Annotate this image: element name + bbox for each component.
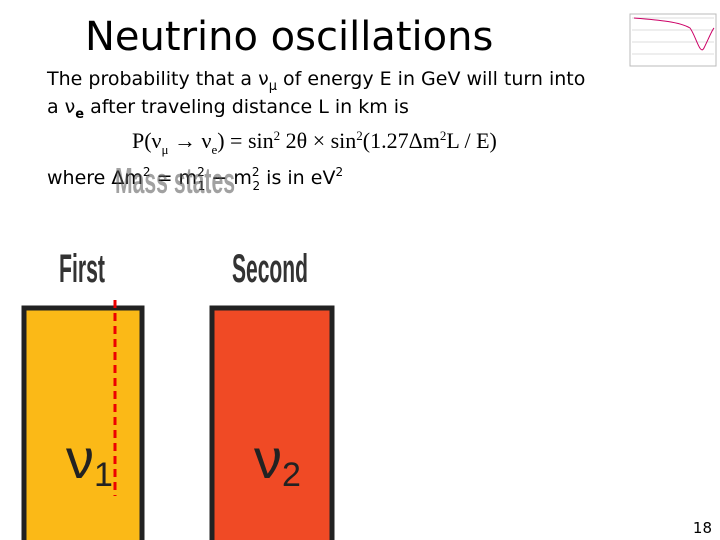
state-box [209, 305, 335, 540]
thumbnail-plot [629, 13, 717, 67]
text-part: 2 [274, 128, 281, 143]
text-part: 2 [335, 165, 343, 179]
text-part: 1 [94, 456, 113, 494]
text-part: (1.27Δm [363, 128, 440, 153]
text-part: μ [162, 142, 169, 157]
text-part: 2 [197, 165, 205, 179]
text-part: The probability that a ν [46, 68, 269, 90]
state-symbol: ν2 [254, 427, 301, 494]
text-part: ν [254, 427, 282, 490]
intro-line: The probability that a νμ of energy E in… [46, 68, 585, 94]
text-part: after traveling distance L in km is [84, 96, 409, 118]
text-part: ν [66, 427, 94, 490]
where-line: where Δm2 = m2 1 − m2 2 is in eV2 [47, 165, 343, 193]
text-part: → ν [169, 128, 212, 153]
text-part: 2 [282, 456, 301, 494]
text-part: ) = sin [217, 128, 273, 153]
text-part: = m [151, 167, 198, 189]
text-part: 2 [440, 128, 447, 143]
overlay-title: Mass states [115, 160, 235, 201]
state-box [21, 305, 145, 540]
text-part: 1 [198, 179, 206, 193]
text-part: L / E) [446, 128, 497, 153]
text-part: a ν [47, 96, 75, 118]
title: Neutrino oscillations [85, 14, 493, 60]
text-part: P(ν [132, 128, 162, 153]
text-part: of energy E in GeV will turn into [277, 68, 585, 90]
intro-line: a νe after traveling distance L in km is [47, 96, 409, 122]
text-part: e [75, 107, 84, 122]
text-part: 2 [356, 128, 363, 143]
page-number: 18 [693, 519, 712, 537]
state-heading: Second [232, 247, 308, 291]
text-part: e [211, 142, 217, 157]
text-part: 2 [253, 179, 261, 193]
state-heading: First [59, 247, 105, 291]
text-part: where Δm [47, 167, 143, 189]
text-part: − m [205, 167, 252, 189]
text-part: 2 [143, 165, 151, 179]
formula: P(νμ → νe) = sin2 2θ × sin2(1.27Δm2L / E… [132, 128, 497, 157]
state-symbol: ν1 [66, 427, 113, 494]
text-part: 2θ × sin [280, 128, 356, 153]
text-part: μ [269, 79, 277, 94]
text-part: is in eV [260, 167, 335, 189]
text-part: 2 [252, 165, 260, 179]
